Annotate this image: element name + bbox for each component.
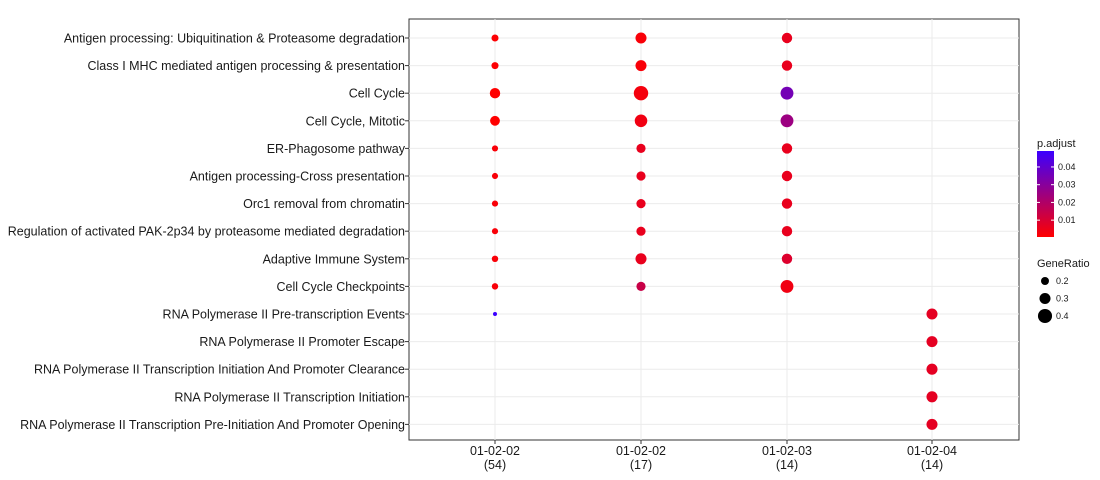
data-point — [491, 200, 499, 207]
y-tick-label: RNA Polymerase II Transcription Initiati… — [174, 390, 405, 404]
data-point — [491, 255, 499, 263]
y-tick-label: Antigen processing-Cross presentation — [190, 170, 405, 184]
y-tick-label: RNA Polymerase II Transcription Initiati… — [34, 363, 405, 377]
size-legend-label: 0.2 — [1056, 276, 1069, 286]
colorbar-tick-label: 0.02 — [1058, 197, 1076, 207]
y-tick-label: ER-Phagosome pathway — [267, 142, 406, 156]
data-point — [490, 115, 500, 126]
p-adjust-legend: p.adjust 0.01 0.02 0.03 0.04 — [1037, 138, 1076, 237]
size-legend-dot — [1037, 308, 1053, 324]
plot-panel — [408, 18, 1020, 441]
data-point — [781, 170, 793, 182]
data-point — [491, 145, 499, 152]
data-point — [780, 279, 794, 293]
p-adjust-legend-title: p.adjust — [1037, 138, 1076, 150]
size-legend-dot — [1039, 292, 1051, 305]
data-point — [781, 225, 793, 237]
data-point — [635, 253, 647, 265]
y-tick-label: Orc1 removal from chromatin — [243, 197, 405, 211]
x-tick-label: 01-02-02 — [470, 444, 520, 458]
data-points — [489, 32, 938, 430]
data-point — [926, 336, 938, 348]
x-tick-label: 01-02-04 — [907, 444, 957, 458]
data-point — [491, 34, 499, 42]
p-adjust-legend-ticks: 0.01 0.02 0.03 0.04 — [1037, 162, 1076, 225]
grid-lines — [409, 19, 1019, 440]
x-tick-count: (17) — [630, 458, 652, 472]
data-point — [780, 86, 794, 100]
p-adjust-colorbar — [1037, 151, 1054, 237]
data-point — [636, 226, 646, 236]
gene-ratio-legend-title: GeneRatio — [1037, 258, 1090, 270]
y-axis-ticks: Antigen processing: Ubiquitination & Pro… — [8, 32, 409, 432]
y-tick-label: RNA Polymerase II Pre-transcription Even… — [163, 308, 405, 322]
data-point — [633, 86, 649, 101]
data-point — [636, 171, 646, 181]
data-point — [491, 228, 499, 235]
data-point — [781, 143, 793, 154]
y-tick-label: Adaptive Immune System — [263, 252, 405, 266]
data-point — [636, 143, 646, 153]
x-tick-label: 01-02-02 — [616, 444, 666, 458]
data-point — [926, 363, 938, 375]
x-axis-ticks: 01-02-02(54)01-02-02(17)01-02-03(14)01-0… — [470, 440, 957, 472]
y-tick-label: Cell Cycle Checkpoints — [276, 280, 405, 294]
data-point — [634, 114, 648, 128]
size-legend-label: 0.3 — [1056, 294, 1069, 304]
data-point — [781, 198, 793, 209]
y-tick-label: Antigen processing: Ubiquitination & Pro… — [64, 32, 405, 46]
data-point — [493, 312, 497, 316]
data-point — [780, 114, 794, 128]
y-tick-label: Cell Cycle — [349, 87, 405, 101]
data-point — [491, 62, 499, 70]
colorbar-tick-label: 0.03 — [1058, 180, 1076, 190]
data-point — [781, 60, 793, 71]
colorbar-tick-label: 0.01 — [1058, 215, 1076, 225]
x-tick-label: 01-02-03 — [762, 444, 812, 458]
x-tick-count: (54) — [484, 458, 506, 472]
data-point — [781, 253, 793, 265]
data-point — [635, 32, 647, 44]
data-point — [926, 391, 938, 403]
x-tick-count: (14) — [776, 458, 798, 472]
data-point — [926, 418, 938, 430]
data-point — [636, 281, 646, 291]
x-tick-count: (14) — [921, 458, 943, 472]
colorbar-tick-label: 0.04 — [1058, 162, 1076, 172]
y-tick-label: RNA Polymerase II Transcription Pre-Init… — [20, 418, 405, 432]
gene-ratio-legend: GeneRatio 0.2 0.3 0.4 — [1037, 258, 1090, 324]
data-point — [491, 172, 499, 180]
data-point — [635, 60, 647, 72]
size-legend-dot — [1041, 277, 1049, 285]
data-point — [781, 32, 793, 44]
data-point — [636, 199, 646, 209]
data-point — [491, 283, 499, 290]
data-point — [926, 308, 938, 320]
y-tick-label: Regulation of activated PAK-2p34 by prot… — [8, 225, 405, 239]
gene-ratio-legend-keys: 0.2 0.3 0.4 — [1037, 276, 1069, 324]
size-legend-label: 0.4 — [1056, 311, 1069, 321]
y-tick-label: Cell Cycle, Mitotic — [306, 114, 405, 128]
data-point — [489, 87, 501, 99]
y-tick-label: RNA Polymerase II Promoter Escape — [199, 335, 405, 349]
y-tick-label: Class I MHC mediated antigen processing … — [87, 59, 405, 73]
